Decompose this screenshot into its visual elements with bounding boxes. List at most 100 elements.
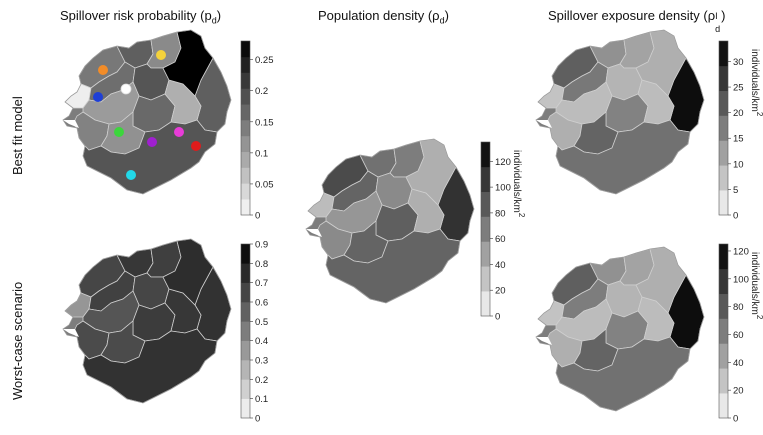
colorbar-tick-label: 15 bbox=[733, 134, 744, 145]
colorbar-step bbox=[241, 183, 250, 200]
colorbar-step bbox=[719, 318, 728, 344]
estuary bbox=[536, 337, 552, 345]
colorbar-step bbox=[241, 41, 250, 58]
colorbar-step bbox=[241, 340, 250, 361]
colorbar-step bbox=[241, 104, 250, 121]
estuary bbox=[63, 120, 79, 128]
colorbar-step bbox=[241, 244, 250, 264]
colorbar-step bbox=[719, 393, 728, 419]
row-label-best: Best fit model bbox=[10, 96, 25, 175]
colorbar-step bbox=[719, 65, 728, 92]
title-exposure-sup: I bbox=[715, 11, 718, 21]
colorbar-step bbox=[241, 379, 250, 399]
title-pop-close: ) bbox=[444, 8, 449, 23]
colorbar-step bbox=[481, 266, 490, 292]
colorbar-tick-label: 0.9 bbox=[255, 240, 268, 251]
colorbar-tick-label: 0.5 bbox=[255, 317, 268, 328]
colorbar-tick-label: 40 bbox=[495, 260, 506, 271]
colorbar-step bbox=[719, 293, 728, 319]
colorbar-unit-power: 2 bbox=[517, 213, 526, 218]
colorbar-tick-label: 0 bbox=[255, 211, 260, 222]
colorbar-tick-label: 0.05 bbox=[255, 179, 274, 190]
panel-risk-worst bbox=[62, 238, 232, 404]
title-risk-close: ) bbox=[216, 8, 222, 23]
estuary bbox=[536, 120, 552, 128]
title-exposure-close: ) bbox=[721, 8, 726, 23]
panel-risk-best bbox=[62, 29, 232, 195]
panel-population bbox=[305, 138, 475, 304]
colorbar-step bbox=[719, 190, 728, 216]
colorbar-tick-label: 20 bbox=[495, 286, 506, 297]
marker-cyan bbox=[126, 170, 136, 180]
colorbar-frame bbox=[718, 243, 729, 419]
marker-purple bbox=[147, 137, 157, 147]
title-exposure-text: Spillover exposure density (ρ bbox=[548, 8, 716, 23]
colorbar-step bbox=[481, 241, 490, 267]
colorbar-tick-label: 120 bbox=[733, 246, 749, 257]
colorbar-step bbox=[241, 302, 250, 322]
marker-red bbox=[191, 141, 201, 151]
country-outline bbox=[535, 246, 705, 412]
colorbar-tick-label: 0.4 bbox=[255, 336, 268, 347]
colorbar-step bbox=[719, 140, 728, 166]
colorbar-tick-label: 80 bbox=[495, 208, 506, 219]
colorbar-step bbox=[719, 90, 728, 116]
colorbar-tick-label: 5 bbox=[733, 185, 738, 196]
colorbar-step bbox=[719, 41, 728, 67]
colorbar-unit-power: 2 bbox=[755, 315, 763, 320]
colorbar-tick-label: 20 bbox=[733, 108, 744, 119]
estuary bbox=[63, 329, 79, 337]
colorbar-population: 0 20 40 60 80 100 120 individuals/km2 bbox=[480, 141, 526, 323]
title-pop-text: Population density (ρ bbox=[318, 8, 440, 23]
colorbar-tick-label: 0.2 bbox=[255, 86, 268, 97]
marker-white bbox=[120, 83, 132, 95]
title-risk-sub: d bbox=[211, 15, 217, 26]
colorbar-step bbox=[719, 115, 728, 141]
colorbar-tick-label: 100 bbox=[495, 183, 511, 194]
colorbar-frame bbox=[480, 141, 491, 317]
colorbar-tick-label: 100 bbox=[733, 274, 749, 285]
colorbar-tick-label: 80 bbox=[733, 302, 744, 313]
colorbar-step bbox=[719, 368, 728, 394]
colorbar-step bbox=[481, 191, 490, 217]
colorbar-step bbox=[241, 72, 250, 89]
colorbar-tick-label: 20 bbox=[733, 386, 744, 397]
colorbar-step bbox=[241, 360, 250, 380]
country-outline bbox=[535, 29, 705, 195]
marker-yellow bbox=[156, 50, 166, 60]
colorbar-tick-label: 120 bbox=[495, 157, 511, 168]
colorbar-unit-label: individuals/km2 bbox=[749, 49, 763, 117]
colorbar-unit-label: individuals/km2 bbox=[511, 150, 526, 218]
colorbar-step bbox=[241, 88, 250, 105]
colorbar-step bbox=[241, 120, 250, 137]
colorbar-tick-label: 0.6 bbox=[255, 298, 268, 309]
colorbar-step bbox=[241, 135, 250, 153]
colorbar-step bbox=[241, 398, 250, 419]
colorbar-tick-label: 60 bbox=[495, 234, 506, 245]
colorbar-tick-label: 0.1 bbox=[255, 394, 268, 405]
colorbar-unit-power: 2 bbox=[755, 112, 763, 117]
colorbar-step bbox=[719, 244, 728, 270]
marker-blue bbox=[93, 92, 103, 102]
colorbar-step bbox=[241, 151, 250, 168]
colorbar-step bbox=[481, 166, 490, 193]
title-risk-text: Spillover risk probability (p bbox=[60, 8, 212, 23]
colorbar-tick-label: 0.15 bbox=[255, 117, 274, 128]
colorbar-tick-label: 0 bbox=[733, 414, 738, 425]
title-pop-sub: d bbox=[439, 15, 445, 26]
colorbar-exposure-best: 0 5 10 15 20 25 30 individuals/km2 bbox=[718, 40, 763, 222]
colorbar-step bbox=[241, 321, 250, 341]
colorbar-tick-label: 40 bbox=[733, 358, 744, 369]
country-outline bbox=[62, 29, 232, 195]
colorbar-tick-label: 0.1 bbox=[255, 148, 268, 159]
title-risk: Spillover risk probability (pd) bbox=[60, 8, 221, 26]
colorbar-tick-label: 10 bbox=[733, 159, 744, 170]
colorbar-tick-label: 60 bbox=[733, 330, 744, 341]
colorbar-tick-label: 0.2 bbox=[255, 375, 268, 386]
title-population: Population density (ρd) bbox=[318, 8, 449, 26]
panel-exposure-best bbox=[535, 29, 705, 195]
country-outline bbox=[62, 238, 232, 404]
colorbar-step bbox=[241, 167, 250, 184]
